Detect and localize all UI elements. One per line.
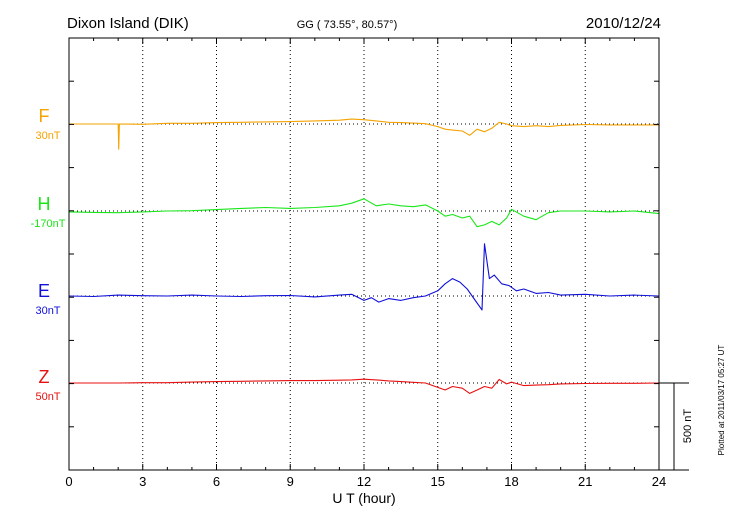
x-tick-label: 3 bbox=[139, 474, 146, 489]
chart-date: 2010/12/24 bbox=[586, 15, 661, 32]
series-f-name: F bbox=[39, 106, 50, 126]
series-h-baseline-value: -170nT bbox=[31, 218, 66, 230]
x-tick-label: 12 bbox=[357, 474, 371, 489]
x-tick-label: 18 bbox=[504, 474, 518, 489]
x-tick-label: 15 bbox=[431, 474, 445, 489]
x-tick-label: 0 bbox=[65, 474, 72, 489]
x-axis-label: U T (hour) bbox=[332, 490, 395, 506]
series-e-name: E bbox=[38, 281, 50, 301]
plotted-footer: Plotted at 2011/03/17 05:27 UT bbox=[717, 345, 726, 456]
series-h-name: H bbox=[38, 194, 51, 214]
series-layer bbox=[68, 118, 660, 394]
series-labels: F 30nT H -170nT E 30nT Z 50nT bbox=[31, 106, 66, 403]
scale-bar-label: 500 nT bbox=[682, 409, 694, 444]
series-f-line bbox=[69, 118, 659, 150]
tick-marks: 0 3 6 9 12 15 18 21 24 bbox=[65, 37, 666, 489]
x-tick-label: 21 bbox=[578, 474, 592, 489]
series-z-name: Z bbox=[39, 367, 50, 387]
series-e-baseline-value: 30nT bbox=[35, 305, 60, 317]
grid-lines bbox=[69, 38, 659, 470]
scale-bar: 500 nT bbox=[659, 382, 694, 471]
series-e-line bbox=[68, 243, 660, 311]
x-tick-label: 6 bbox=[213, 474, 220, 489]
x-tick-label: 9 bbox=[287, 474, 294, 489]
series-z-baseline-value: 50nT bbox=[35, 391, 60, 403]
series-z-line bbox=[69, 378, 660, 394]
station-coordinates: GG ( 73.55°, 80.57°) bbox=[297, 19, 398, 31]
x-tick-label: 24 bbox=[652, 474, 666, 489]
series-f-baseline-value: 30nT bbox=[35, 130, 60, 142]
series-h-line bbox=[68, 198, 660, 228]
chart-title: Dixon Island (DIK) bbox=[67, 15, 189, 32]
